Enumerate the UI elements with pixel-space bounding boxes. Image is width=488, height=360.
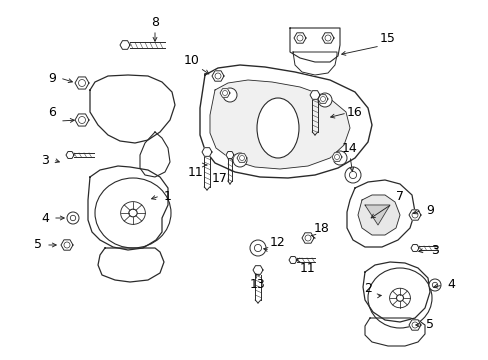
Circle shape xyxy=(223,88,237,102)
Polygon shape xyxy=(252,266,263,274)
Text: 6: 6 xyxy=(48,107,56,120)
Text: 2: 2 xyxy=(364,282,371,294)
Ellipse shape xyxy=(257,98,298,158)
Polygon shape xyxy=(293,33,305,43)
Polygon shape xyxy=(225,152,234,158)
Text: 1: 1 xyxy=(164,189,172,202)
Polygon shape xyxy=(346,180,414,247)
Text: 9: 9 xyxy=(425,203,433,216)
Circle shape xyxy=(332,151,346,165)
Circle shape xyxy=(249,240,265,256)
Polygon shape xyxy=(321,33,333,43)
Text: 8: 8 xyxy=(151,15,159,28)
Text: 11: 11 xyxy=(300,261,315,274)
Text: 3: 3 xyxy=(430,243,438,256)
Polygon shape xyxy=(140,132,170,177)
Text: 14: 14 xyxy=(342,141,357,154)
Text: 4: 4 xyxy=(41,211,49,225)
Ellipse shape xyxy=(367,268,431,328)
Text: 5: 5 xyxy=(425,319,433,332)
Polygon shape xyxy=(66,152,74,158)
Ellipse shape xyxy=(95,178,171,248)
Text: 17: 17 xyxy=(212,171,227,184)
Text: 11: 11 xyxy=(188,166,203,180)
Polygon shape xyxy=(364,318,424,346)
Polygon shape xyxy=(220,89,229,97)
Polygon shape xyxy=(302,233,313,243)
Polygon shape xyxy=(88,166,168,250)
Polygon shape xyxy=(408,320,420,330)
Circle shape xyxy=(232,153,246,167)
Text: 16: 16 xyxy=(346,107,362,120)
Polygon shape xyxy=(331,153,341,161)
Polygon shape xyxy=(61,240,73,250)
Polygon shape xyxy=(362,262,429,322)
Polygon shape xyxy=(357,195,399,235)
Polygon shape xyxy=(75,114,89,126)
Circle shape xyxy=(317,93,331,107)
Text: 4: 4 xyxy=(446,279,454,292)
Polygon shape xyxy=(75,77,89,89)
Text: 3: 3 xyxy=(41,153,49,166)
Ellipse shape xyxy=(128,209,137,217)
Polygon shape xyxy=(317,95,327,103)
Polygon shape xyxy=(408,210,420,220)
Circle shape xyxy=(67,212,79,224)
Polygon shape xyxy=(120,41,130,49)
Text: 7: 7 xyxy=(395,189,403,202)
Text: 13: 13 xyxy=(250,279,265,292)
Text: 12: 12 xyxy=(269,235,285,248)
Text: 15: 15 xyxy=(379,31,395,45)
Circle shape xyxy=(345,167,360,183)
Polygon shape xyxy=(410,244,418,252)
Circle shape xyxy=(428,279,440,291)
Polygon shape xyxy=(289,28,339,62)
Polygon shape xyxy=(202,148,212,156)
Polygon shape xyxy=(98,248,163,282)
Text: 10: 10 xyxy=(183,54,200,67)
Polygon shape xyxy=(90,75,175,143)
Polygon shape xyxy=(309,91,319,99)
Polygon shape xyxy=(209,80,349,169)
Polygon shape xyxy=(200,65,371,178)
Polygon shape xyxy=(237,154,246,162)
Polygon shape xyxy=(364,205,389,225)
Text: 18: 18 xyxy=(313,221,329,234)
Polygon shape xyxy=(292,52,336,75)
Text: 9: 9 xyxy=(48,72,56,85)
Polygon shape xyxy=(288,257,296,264)
Text: 5: 5 xyxy=(34,238,42,252)
Ellipse shape xyxy=(396,295,403,301)
Polygon shape xyxy=(212,71,224,81)
